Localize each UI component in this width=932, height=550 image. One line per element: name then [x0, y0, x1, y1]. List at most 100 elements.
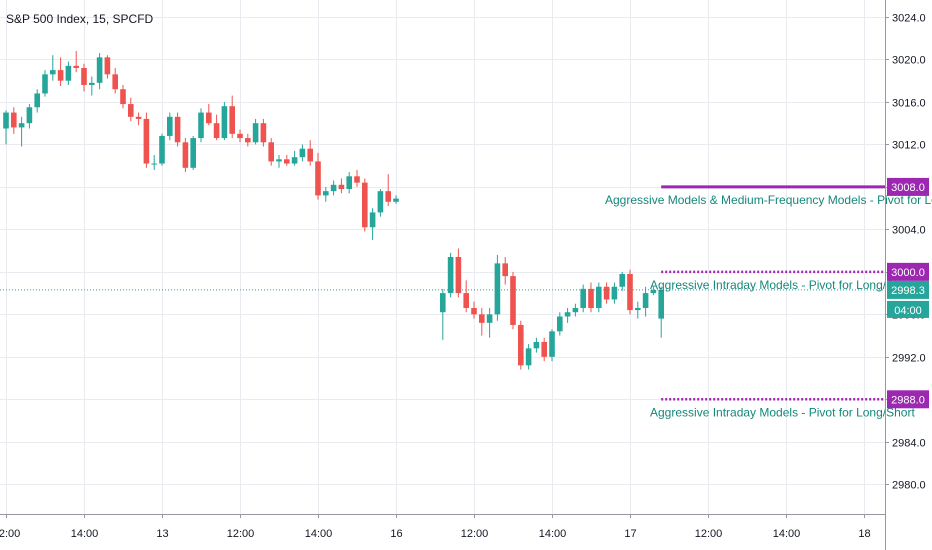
- candle: [245, 133, 251, 147]
- price-tags: 3008.0 3000.0 2988.0 2998.3 04:00: [887, 177, 929, 409]
- pivot-price-tag-label: 3000.0: [891, 267, 925, 279]
- candle-body: [385, 191, 391, 202]
- candle: [50, 55, 56, 81]
- candle-body: [525, 348, 532, 366]
- candle-body: [34, 93, 40, 108]
- candle: [229, 95, 235, 139]
- candle-body: [260, 123, 267, 143]
- candle-body: [486, 314, 493, 323]
- candle-body: [276, 159, 282, 162]
- time-tick-label: 18: [858, 528, 870, 540]
- candle: [237, 129, 243, 143]
- candle-body: [611, 286, 618, 300]
- candle: [198, 108, 204, 143]
- candle-body: [354, 176, 360, 183]
- countdown-tag: [887, 300, 929, 318]
- price-axis[interactable]: 3024.0 3020.0 3016.0 3012.0 3008.0 3004.0 3000…: [885, 13, 926, 492]
- candle: [299, 144, 306, 162]
- candle: [57, 57, 64, 87]
- candle: [510, 271, 516, 330]
- candle: [502, 257, 508, 285]
- candle: [3, 110, 9, 145]
- candle: [182, 138, 189, 173]
- price-tick-label: 3024.0: [892, 13, 926, 25]
- candle-body: [81, 67, 87, 85]
- candle-body: [510, 276, 516, 325]
- candle-body: [455, 257, 462, 294]
- candles: [3, 50, 664, 370]
- candle: [42, 70, 48, 97]
- candle: [471, 301, 477, 319]
- candle: [268, 138, 274, 166]
- candle-body: [564, 312, 571, 317]
- candle-body: [549, 331, 555, 357]
- time-tick-label: 12:00: [0, 528, 20, 540]
- pivot-price-tag-label: 2988.0: [891, 394, 925, 406]
- candle: [346, 172, 352, 194]
- candle-body: [447, 257, 454, 294]
- candle-body: [18, 123, 25, 128]
- candle: [611, 282, 618, 304]
- candle: [564, 307, 571, 323]
- price-tick-label: 2980.0: [892, 480, 926, 492]
- time-tick-label: 17: [624, 528, 636, 540]
- pivot-annotation: Aggressive Intraday Models - Pivot for L…: [650, 278, 915, 292]
- candle-body: [245, 138, 251, 143]
- candle: [557, 312, 563, 336]
- price-tick-label: 3016.0: [892, 98, 926, 110]
- candle: [440, 288, 446, 340]
- candle-body: [362, 182, 368, 228]
- candle-body: [541, 341, 547, 357]
- candle-body: [323, 191, 329, 196]
- chart-title: S&P 500 Index, 15, SPCFD: [6, 12, 154, 26]
- grid-lines: [0, 0, 885, 514]
- candle: [104, 55, 111, 79]
- candle-body: [3, 112, 9, 129]
- candle: [128, 97, 134, 122]
- candle: [143, 112, 150, 168]
- candle-body: [42, 74, 48, 94]
- plot-area[interactable]: [0, 0, 885, 550]
- candle: [11, 107, 17, 134]
- time-tick-label: 14:00: [539, 528, 567, 540]
- time-tick-label: 12:00: [695, 528, 723, 540]
- candle: [112, 67, 118, 94]
- candle-body: [50, 70, 56, 75]
- time-axis[interactable]: 12:00 14:00 13 12:00 14:00 16 12:00 14:00 17 12:0…: [0, 514, 871, 540]
- candle-body: [658, 289, 664, 319]
- candle: [525, 344, 532, 370]
- candle: [486, 307, 493, 338]
- candle-body: [237, 133, 243, 139]
- candle: [174, 112, 181, 147]
- candle: [65, 61, 72, 85]
- candle: [447, 252, 454, 298]
- candle: [190, 135, 196, 170]
- candle-body: [159, 135, 165, 164]
- candle: [135, 112, 142, 126]
- candle: [276, 155, 282, 168]
- candle-body: [518, 324, 524, 366]
- candle-body: [650, 289, 657, 294]
- current-price-tag: [887, 280, 929, 299]
- candle: [619, 271, 625, 291]
- candle: [323, 186, 329, 202]
- candle-body: [580, 288, 586, 308]
- candle-body: [26, 107, 33, 124]
- candle-body: [221, 106, 228, 139]
- candle: [393, 195, 399, 204]
- candle-body: [104, 57, 111, 75]
- candle: [260, 118, 267, 147]
- candle-body: [190, 138, 196, 168]
- price-tick-label: 2984.0: [892, 438, 926, 450]
- candle-body: [479, 314, 485, 323]
- candle-body: [143, 118, 150, 164]
- candle: [330, 180, 337, 196]
- candle: [213, 114, 220, 141]
- candle: [34, 89, 40, 113]
- candle-body: [471, 307, 477, 315]
- candle-body: [463, 293, 469, 308]
- candle-body: [135, 116, 142, 119]
- candle: [541, 337, 547, 362]
- candle: [26, 104, 33, 129]
